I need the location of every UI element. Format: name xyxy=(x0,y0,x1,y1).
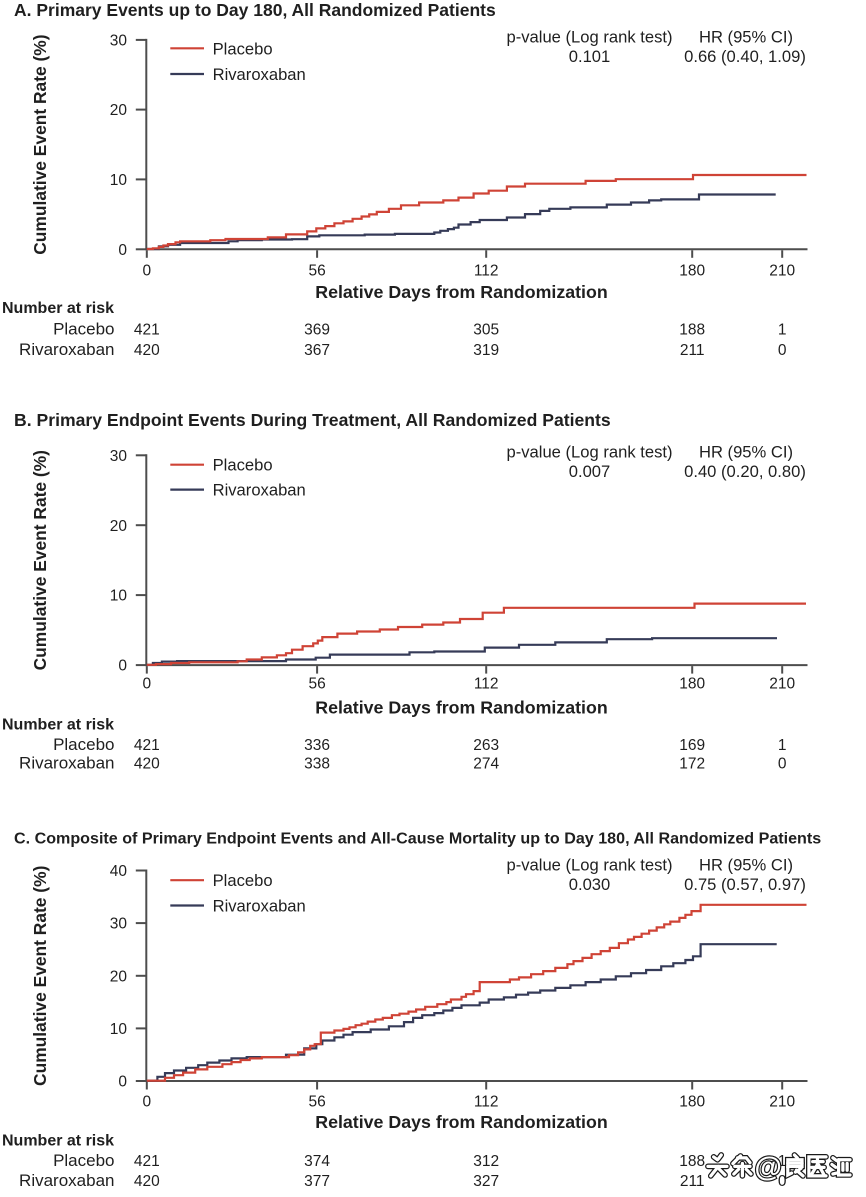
svg-text:374: 374 xyxy=(304,1153,330,1170)
svg-text:56: 56 xyxy=(308,263,325,280)
svg-text:Placebo: Placebo xyxy=(53,735,114,754)
svg-text:56: 56 xyxy=(308,1094,325,1111)
svg-text:Placebo: Placebo xyxy=(213,871,273,890)
svg-text:172: 172 xyxy=(679,756,705,773)
svg-text:210: 210 xyxy=(769,676,795,693)
svg-text:56: 56 xyxy=(308,676,325,693)
svg-text:Placebo: Placebo xyxy=(213,456,273,475)
svg-text:169: 169 xyxy=(679,737,705,754)
svg-text:421: 421 xyxy=(134,322,160,339)
svg-text:369: 369 xyxy=(304,322,330,339)
svg-text:Rivaroxaban: Rivaroxaban xyxy=(213,481,306,500)
svg-text:420: 420 xyxy=(134,1173,160,1190)
svg-text:Relative Days from Randomizati: Relative Days from Randomization xyxy=(315,698,607,718)
svg-text:@: @ xyxy=(755,1151,782,1182)
svg-text:1: 1 xyxy=(778,322,787,339)
svg-text:10: 10 xyxy=(110,1021,128,1038)
svg-text:HR (95% CI): HR (95% CI) xyxy=(699,27,793,46)
svg-text:20: 20 xyxy=(110,102,128,119)
svg-text:Rivaroxaban: Rivaroxaban xyxy=(19,754,114,773)
svg-text:180: 180 xyxy=(679,263,705,280)
svg-text:Cumulative Event Rate (%): Cumulative Event Rate (%) xyxy=(30,866,50,1086)
svg-text:0.75 (0.57, 0.97): 0.75 (0.57, 0.97) xyxy=(684,875,806,894)
svg-text:0: 0 xyxy=(142,263,151,280)
svg-text:Placebo: Placebo xyxy=(213,39,273,58)
svg-text:319: 319 xyxy=(473,342,499,359)
svg-text:10: 10 xyxy=(110,588,128,605)
svg-text:30: 30 xyxy=(110,33,128,50)
svg-text:30: 30 xyxy=(110,448,128,465)
svg-text:420: 420 xyxy=(134,756,160,773)
svg-text:Cumulative Event Rate (%): Cumulative Event Rate (%) xyxy=(30,450,50,670)
svg-text:263: 263 xyxy=(473,737,499,754)
svg-text:180: 180 xyxy=(679,1094,705,1111)
svg-text:30: 30 xyxy=(110,916,128,933)
svg-text:188: 188 xyxy=(679,1153,705,1170)
svg-text:377: 377 xyxy=(304,1173,330,1190)
svg-text:0: 0 xyxy=(142,1094,151,1111)
svg-text:305: 305 xyxy=(473,322,499,339)
svg-text:Rivaroxaban: Rivaroxaban xyxy=(19,340,114,359)
svg-text:188: 188 xyxy=(679,322,705,339)
svg-text:Rivaroxaban: Rivaroxaban xyxy=(19,1171,114,1190)
svg-text:0.030: 0.030 xyxy=(569,875,611,894)
svg-text:p-value (Log rank test): p-value (Log rank test) xyxy=(506,855,672,874)
svg-text:210: 210 xyxy=(769,1094,795,1111)
svg-text:367: 367 xyxy=(304,342,330,359)
svg-text:C. Composite of Primary Endpoi: C. Composite of Primary Endpoint Events … xyxy=(14,830,821,848)
svg-text:0: 0 xyxy=(118,658,127,675)
svg-text:0: 0 xyxy=(118,242,127,259)
svg-text:0: 0 xyxy=(778,1173,787,1190)
svg-text:420: 420 xyxy=(134,342,160,359)
svg-text:Rivaroxaban: Rivaroxaban xyxy=(213,897,306,916)
svg-text:0: 0 xyxy=(142,676,151,693)
svg-text:211: 211 xyxy=(680,342,705,359)
svg-text:Number at risk: Number at risk xyxy=(2,716,114,733)
svg-text:211: 211 xyxy=(680,1173,705,1190)
svg-text:421: 421 xyxy=(134,737,160,754)
svg-text:112: 112 xyxy=(474,1094,499,1111)
svg-text:336: 336 xyxy=(304,737,330,754)
svg-text:40: 40 xyxy=(110,863,128,880)
svg-text:0: 0 xyxy=(778,756,787,773)
svg-text:0: 0 xyxy=(778,342,787,359)
svg-text:Relative Days from Randomizati: Relative Days from Randomization xyxy=(315,1112,607,1132)
svg-text:HR (95% CI): HR (95% CI) xyxy=(699,442,793,461)
svg-text:0.007: 0.007 xyxy=(569,462,611,481)
svg-text:0: 0 xyxy=(118,1074,127,1091)
svg-text:p-value (Log rank test): p-value (Log rank test) xyxy=(506,442,672,461)
svg-text:10: 10 xyxy=(110,172,128,189)
svg-text:210: 210 xyxy=(769,263,795,280)
svg-text:0.40 (0.20, 0.80): 0.40 (0.20, 0.80) xyxy=(684,462,806,481)
svg-text:327: 327 xyxy=(473,1173,499,1190)
svg-text:p-value (Log rank test): p-value (Log rank test) xyxy=(506,27,672,46)
svg-text:Number at risk: Number at risk xyxy=(2,1133,114,1150)
svg-text:0.101: 0.101 xyxy=(569,47,611,66)
svg-text:1: 1 xyxy=(778,1153,787,1170)
svg-text:B. Primary Endpoint Events Dur: B. Primary Endpoint Events During Treatm… xyxy=(14,410,611,430)
svg-text:HR (95% CI): HR (95% CI) xyxy=(699,855,793,874)
svg-text:1: 1 xyxy=(778,737,787,754)
svg-text:20: 20 xyxy=(110,968,128,985)
svg-text:Cumulative Event Rate (%): Cumulative Event Rate (%) xyxy=(30,34,50,254)
svg-text:Number at risk: Number at risk xyxy=(2,300,114,317)
svg-text:A. Primary Events up to Day 18: A. Primary Events up to Day 180, All Ran… xyxy=(14,0,496,20)
svg-text:Placebo: Placebo xyxy=(53,320,114,339)
svg-text:274: 274 xyxy=(473,756,499,773)
svg-text:Relative Days from Randomizati: Relative Days from Randomization xyxy=(315,282,607,302)
svg-text:Placebo: Placebo xyxy=(53,1151,114,1170)
svg-text:421: 421 xyxy=(134,1153,160,1170)
svg-text:180: 180 xyxy=(679,676,705,693)
svg-text:312: 312 xyxy=(473,1153,499,1170)
svg-text:0.66 (0.40, 1.09): 0.66 (0.40, 1.09) xyxy=(684,47,806,66)
svg-text:Rivaroxaban: Rivaroxaban xyxy=(213,65,306,84)
svg-text:338: 338 xyxy=(304,756,330,773)
svg-text:112: 112 xyxy=(474,676,499,693)
svg-text:20: 20 xyxy=(110,518,128,535)
svg-text:112: 112 xyxy=(474,263,499,280)
